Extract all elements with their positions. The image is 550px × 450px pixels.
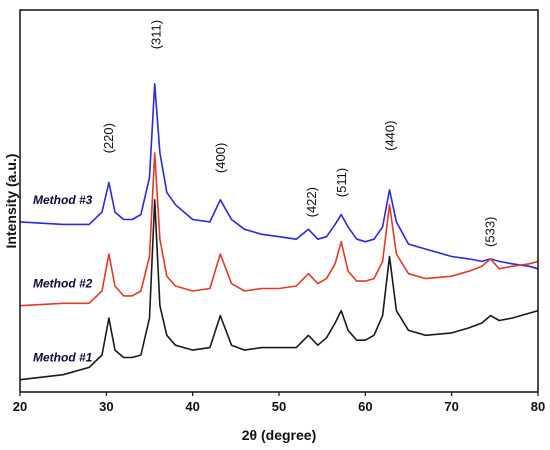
x-tick-label: 30 — [99, 399, 113, 414]
peak-label: (400) — [213, 143, 228, 173]
series-label-1: Method #3 — [33, 193, 93, 207]
series-line-3 — [19, 199, 539, 381]
x-tick-label: 60 — [358, 399, 372, 414]
series-line-2 — [19, 152, 539, 307]
peak-annotations: (220) (311) (400) (422) (511) (440) (533) — [101, 20, 498, 247]
x-ticks: 20 30 40 50 60 70 80 — [13, 392, 545, 414]
series-label-2: Method #2 — [33, 277, 93, 291]
x-tick-label: 20 — [13, 399, 27, 414]
x-tick-label: 80 — [531, 399, 545, 414]
x-tick-label: 40 — [185, 399, 199, 414]
x-tick-label: 50 — [272, 399, 286, 414]
x-tick-label: 70 — [444, 399, 458, 414]
peak-label: (422) — [304, 187, 319, 217]
plot-frame — [19, 9, 539, 393]
peak-label: (220) — [101, 123, 116, 153]
peak-label: (533) — [483, 217, 498, 247]
y-axis-title: Intensity (a.u.) — [3, 154, 19, 249]
series-labels: Method #3 Method #2 Method #1 — [33, 193, 93, 365]
peak-label: (440) — [382, 121, 397, 151]
series-line-1 — [19, 83, 539, 270]
series-label-3: Method #1 — [33, 351, 93, 365]
peak-label: (511) — [334, 168, 349, 197]
series-layer — [19, 83, 539, 381]
x-axis-title: 2θ (degree) — [242, 427, 316, 443]
peak-label: (311) — [148, 20, 163, 49]
